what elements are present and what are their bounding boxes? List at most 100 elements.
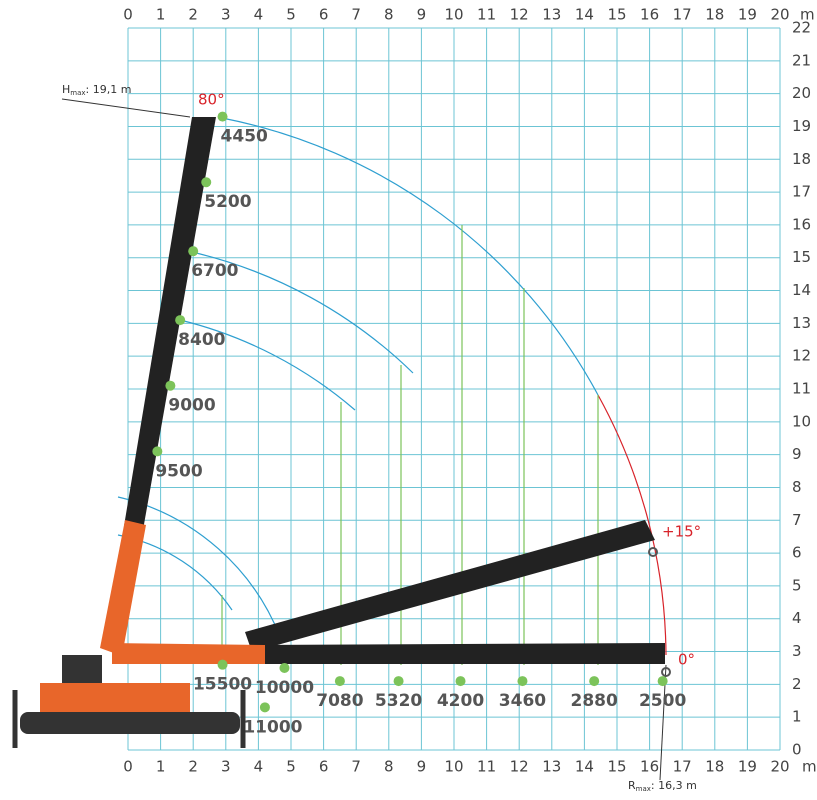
load-label: 5200 — [204, 192, 251, 212]
y-tick-label: 11 — [792, 380, 811, 398]
load-label: 6700 — [191, 261, 238, 281]
load-point — [455, 676, 466, 687]
x-tick-label: 19 — [738, 6, 757, 24]
y-tick-label: 9 — [792, 445, 802, 463]
x-tick-label: 4 — [254, 758, 264, 776]
text: : 19,1 m — [86, 83, 132, 96]
load-label: 5320 — [375, 691, 422, 711]
y-tick-label: 17 — [792, 183, 811, 201]
inclined-boom — [245, 520, 655, 652]
x-tick-label: 5 — [286, 6, 296, 24]
angle-label: 80° — [198, 91, 225, 109]
y-tick-label: 16 — [792, 215, 811, 233]
x-tick-label: 14 — [575, 6, 594, 24]
x-tick-label: 4 — [254, 6, 264, 24]
axis-unit: m — [800, 6, 815, 24]
load-point — [152, 446, 163, 457]
x-tick-label: 20 — [770, 758, 789, 776]
x-tick-label: 9 — [417, 758, 427, 776]
load-label: 3460 — [499, 691, 546, 711]
x-tick-label: 10 — [444, 6, 463, 24]
base-boom — [112, 643, 265, 664]
y-tick-label: 0 — [792, 741, 802, 759]
y-tick-label: 19 — [792, 117, 811, 135]
text: : 16,3 m — [651, 779, 697, 792]
x-tick-label: 1 — [156, 6, 166, 24]
load-point — [175, 315, 186, 326]
tracks — [20, 712, 240, 734]
load-point — [393, 676, 404, 687]
symbol: H — [62, 83, 70, 96]
subscript: max — [636, 785, 651, 793]
y-tick-label: 22 — [792, 19, 811, 37]
x-tick-label: 2 — [188, 758, 198, 776]
x-tick-label: 16 — [640, 758, 659, 776]
x-tick-label: 12 — [510, 6, 529, 24]
load-label: 8400 — [178, 330, 225, 350]
r-max-note: Rmax: 16,3 m — [628, 779, 697, 793]
x-tick-label: 20 — [770, 6, 789, 24]
x-tick-label: 2 — [188, 6, 198, 24]
load-label: 9500 — [155, 461, 202, 481]
load-point — [334, 676, 345, 687]
load-point — [188, 246, 199, 257]
hook — [648, 547, 658, 557]
y-tick-label: 10 — [792, 412, 811, 430]
symbol: R — [628, 779, 636, 792]
x-tick-label: 1 — [156, 758, 166, 776]
hook — [661, 667, 671, 677]
x-tick-label: 13 — [542, 758, 561, 776]
x-tick-label: 14 — [575, 758, 594, 776]
x-tick-label: 10 — [444, 758, 463, 776]
x-tick-label: 17 — [673, 758, 692, 776]
y-tick-label: 2 — [792, 675, 802, 693]
boom-reach-arcs — [117, 117, 599, 643]
load-point — [165, 380, 176, 391]
angle-label: +15° — [662, 523, 701, 541]
load-label: 4450 — [221, 127, 268, 147]
x-tick-label: 11 — [477, 758, 496, 776]
y-tick-label: 20 — [792, 84, 811, 102]
load-point — [217, 659, 228, 670]
load-label: 7080 — [316, 691, 363, 711]
load-point — [279, 662, 290, 673]
load-label: 2880 — [571, 691, 618, 711]
y-tick-label: 15 — [792, 248, 811, 266]
x-tick-label: 7 — [351, 758, 361, 776]
load-label: 4200 — [437, 691, 484, 711]
y-tick-label: 4 — [792, 609, 802, 627]
y-tick-label: 5 — [792, 576, 802, 594]
x-tick-label: 3 — [221, 758, 231, 776]
cab — [62, 655, 102, 683]
x-tick-label: 11 — [477, 6, 496, 24]
vertical-boom — [124, 117, 216, 530]
max-arc — [597, 394, 667, 656]
x-tick-label: 15 — [607, 758, 626, 776]
x-tick-label: 12 — [510, 758, 529, 776]
x-tick-label: 7 — [351, 6, 361, 24]
y-tick-label: 18 — [792, 150, 811, 168]
x-tick-label: 13 — [542, 6, 561, 24]
x-tick-label: 15 — [607, 6, 626, 24]
x-tick-label: 19 — [738, 758, 757, 776]
subscript: max — [70, 89, 85, 97]
x-tick-label: 8 — [384, 758, 394, 776]
lower-boom — [100, 520, 146, 656]
y-tick-label: 6 — [792, 544, 802, 562]
x-tick-label: 8 — [384, 6, 394, 24]
x-tick-label: 18 — [705, 6, 724, 24]
y-tick-label: 8 — [792, 478, 802, 496]
body — [40, 683, 190, 713]
x-tick-label: 17 — [673, 6, 692, 24]
x-tick-label: 6 — [319, 6, 329, 24]
x-tick-label: 16 — [640, 6, 659, 24]
load-point — [589, 676, 600, 687]
load-label: 9000 — [168, 396, 215, 416]
axis-unit: m — [802, 758, 817, 776]
y-tick-label: 21 — [792, 51, 811, 69]
load-point — [217, 111, 228, 122]
horizontal-boom — [250, 643, 665, 664]
load-point — [517, 676, 528, 687]
load-label: 11000 — [243, 717, 302, 737]
y-tick-label: 3 — [792, 642, 802, 660]
